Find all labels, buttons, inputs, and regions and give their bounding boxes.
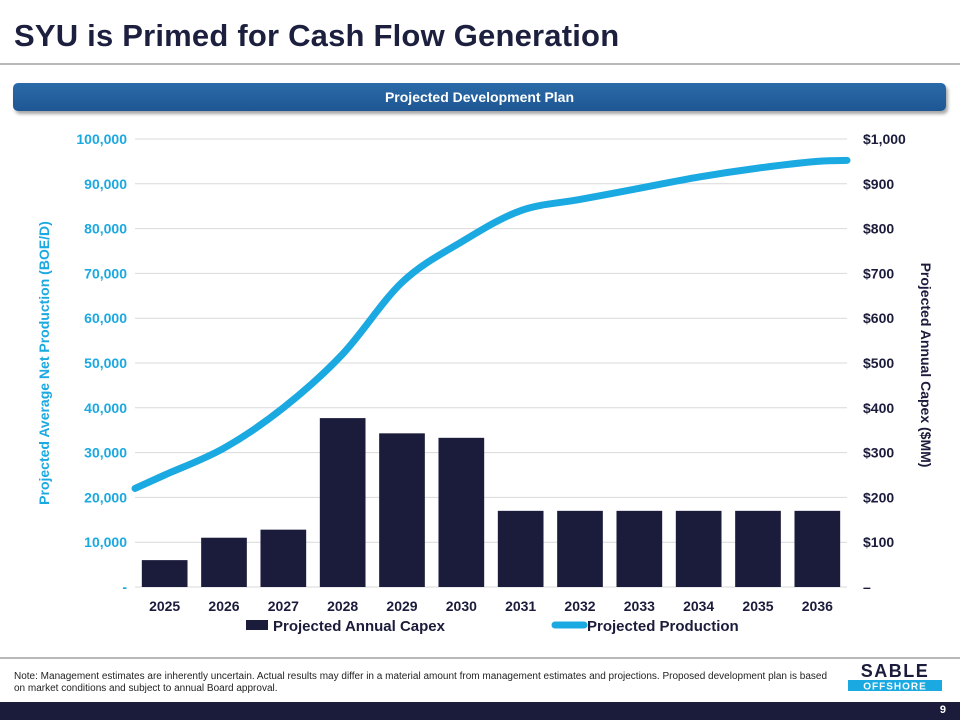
right-axis-tick-label: $600 xyxy=(863,310,894,326)
left-axis-tick-label: 80,000 xyxy=(84,221,127,237)
right-axis-tick-label: $400 xyxy=(863,400,894,416)
right-axis-tick-label: $1,000 xyxy=(863,131,906,147)
capex-bar xyxy=(735,510,781,587)
left-axis-tick-label: 30,000 xyxy=(84,445,127,461)
x-axis-tick-label: 2035 xyxy=(742,598,773,614)
footer-divider xyxy=(0,657,960,659)
capex-bar xyxy=(141,560,188,587)
capex-bar xyxy=(379,433,425,587)
right-axis-tick-label: $800 xyxy=(863,221,894,237)
capex-bar xyxy=(260,529,307,587)
right-axis-tick-label: $300 xyxy=(863,445,894,461)
right-axis-tick-label: $900 xyxy=(863,176,894,192)
left-axis-tick-label: 70,000 xyxy=(84,265,127,281)
page-number: 9 xyxy=(939,704,946,716)
x-axis-tick-label: 2025 xyxy=(149,598,180,614)
left-axis-tick-label: 60,000 xyxy=(84,310,127,326)
left-axis-tick-label: 40,000 xyxy=(84,400,127,416)
logo-text-offshore: OFFSHORE xyxy=(863,682,927,693)
left-axis-tick-label: - xyxy=(122,579,127,595)
x-axis-tick-label: 2030 xyxy=(446,598,477,614)
right-axis-tick-label: $700 xyxy=(863,265,894,281)
legend-swatch-capex xyxy=(246,620,268,630)
left-axis-tick-label: 10,000 xyxy=(84,534,127,550)
right-axis-tick-label: – xyxy=(863,579,871,595)
footer-bar: 9 xyxy=(0,702,960,720)
right-axis-tick-label: $100 xyxy=(863,534,894,550)
x-axis-tick-label: 2026 xyxy=(208,598,239,614)
legend-label-capex: Projected Annual Capex xyxy=(273,618,446,635)
x-axis-tick-label: 2033 xyxy=(624,598,655,614)
x-axis-tick-label: 2036 xyxy=(802,598,833,614)
capex-bar xyxy=(201,537,247,587)
x-axis-tick-label: 2034 xyxy=(683,598,714,614)
x-axis-tick-label: 2029 xyxy=(386,598,417,614)
left-axis-tick-label: 100,000 xyxy=(76,131,127,147)
disclaimer-note: Note: Management estimates are inherentl… xyxy=(14,671,828,694)
x-axis-tick-label: 2028 xyxy=(327,598,358,614)
right-axis-title: Projected Annual Capex ($MM) xyxy=(918,263,934,468)
right-axis-tick-label: $500 xyxy=(863,355,894,371)
capex-bar xyxy=(794,510,841,587)
title-divider xyxy=(0,63,960,65)
legend-label-production: Projected Production xyxy=(587,618,739,635)
capex-bar xyxy=(557,510,603,587)
capex-bar xyxy=(319,418,366,587)
capex-bar xyxy=(497,510,544,587)
x-axis-tick-label: 2031 xyxy=(505,598,536,614)
left-axis-tick-label: 20,000 xyxy=(84,489,127,505)
section-banner: Projected Development Plan xyxy=(13,83,946,111)
right-axis-tick-label: $200 xyxy=(863,489,894,505)
logo-band xyxy=(848,680,942,691)
page-title: SYU is Primed for Cash Flow Generation xyxy=(14,18,620,53)
x-axis-tick-label: 2032 xyxy=(564,598,595,614)
left-axis-title: Projected Average Net Production (BOE/D) xyxy=(36,221,52,505)
left-axis-tick-label: 50,000 xyxy=(84,355,127,371)
development-plan-chart: - 10,000 20,000 30,000 40,000 50,000 60,000 70,… xyxy=(36,131,934,635)
production-line xyxy=(131,156,851,492)
x-axis-tick-label: 2027 xyxy=(268,598,299,614)
capex-bar xyxy=(438,437,485,587)
capex-bar xyxy=(675,510,722,587)
capex-bar xyxy=(616,510,663,587)
sable-offshore-logo: SABLE OFFSHORE xyxy=(848,661,942,693)
logo-text-sable: SABLE xyxy=(861,661,930,681)
left-axis-tick-label: 90,000 xyxy=(84,176,127,192)
